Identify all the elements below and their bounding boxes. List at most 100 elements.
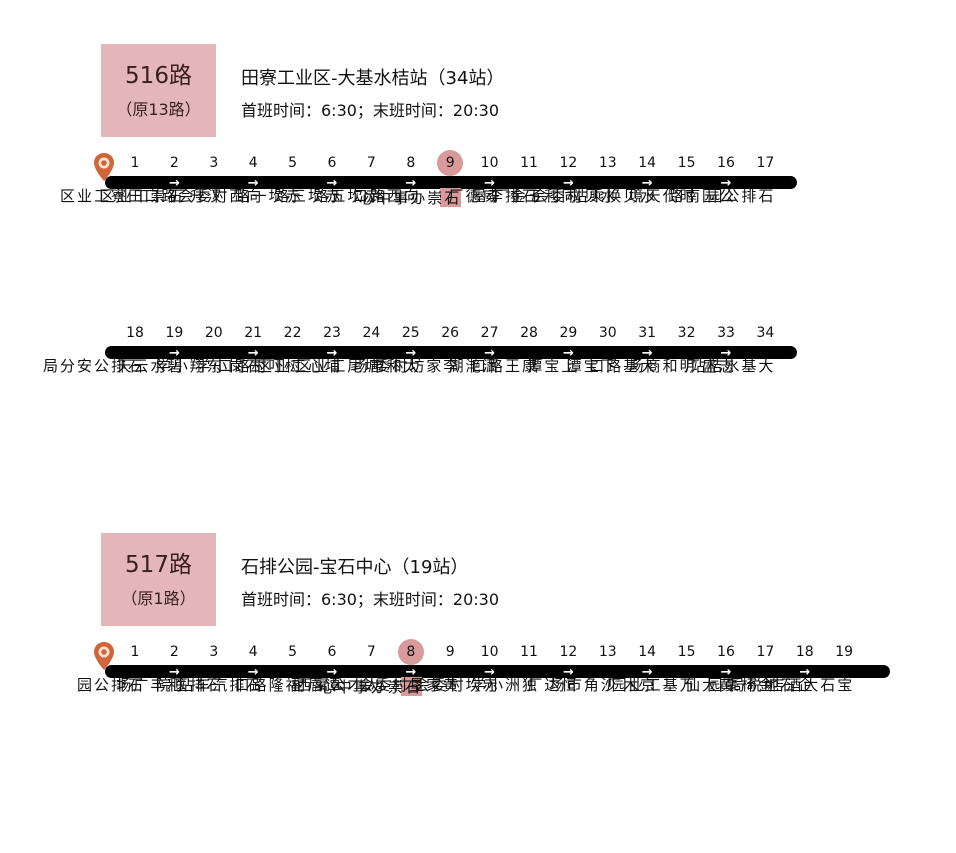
right-arrow-icon: → xyxy=(168,176,180,191)
route-title: 石排公园-宝石中心（19站） xyxy=(241,557,469,578)
right-arrow-icon: → xyxy=(326,665,338,680)
stop-number: 14 xyxy=(638,644,657,660)
stop-number: 33 xyxy=(717,325,735,341)
stop-name: 利丰广场 xyxy=(114,677,184,692)
stop-name: 潇滟湖 xyxy=(446,358,499,373)
stop-number: 19 xyxy=(165,325,184,341)
right-arrow-icon: → xyxy=(168,665,180,680)
route-schedule: 首班时间：6:30；末班时间：20:30 xyxy=(241,590,500,609)
stop-number: 18 xyxy=(795,644,814,660)
right-arrow-icon: → xyxy=(405,346,417,361)
stop-number: 13 xyxy=(598,155,617,171)
right-arrow-icon: → xyxy=(720,346,732,361)
route-516-row-1: 1田寮工业区2石崇工业区→3汉升厂4向西村委会路口→5赤坎一路6赤坎三路→7赤坎… xyxy=(0,150,956,314)
stop-number: 9 xyxy=(445,644,455,660)
stop-number: 11 xyxy=(520,155,538,171)
right-arrow-icon: → xyxy=(326,176,338,191)
stop-number: 16 xyxy=(717,644,735,660)
stop-name: 埔心工业区 xyxy=(255,358,341,373)
right-arrow-icon: → xyxy=(168,346,180,361)
stop-name: 明和商场 xyxy=(626,358,696,373)
route-original-number: （原13路） xyxy=(116,99,201,119)
route-number: 517路 xyxy=(125,551,192,578)
right-arrow-icon: → xyxy=(484,176,496,191)
location-pin-icon xyxy=(93,152,115,182)
right-arrow-icon: → xyxy=(562,665,574,680)
right-arrow-icon: → xyxy=(405,665,417,680)
route-original-number: （原1路） xyxy=(121,588,196,608)
stop-name: 石排医院 xyxy=(153,677,223,692)
stop-name: 公园南路 xyxy=(666,188,735,203)
right-arrow-icon: → xyxy=(405,176,417,191)
stop-name: 恒达厂 xyxy=(525,677,578,692)
stop-name: 向西路口 xyxy=(351,188,420,203)
stop-number: 15 xyxy=(677,155,696,171)
stop-name: 水贝换乘站 xyxy=(570,188,657,203)
stop-number: 24 xyxy=(362,325,381,341)
stop-name: 石崇办事中心 xyxy=(317,677,422,696)
stop-number: 2 xyxy=(169,644,179,660)
stop-name: 同利五金厂 xyxy=(491,188,578,203)
stop-name: 志盛厂 xyxy=(683,358,735,373)
stop-name: 石排公安分局 xyxy=(41,358,144,373)
stop-name: 康王路口 xyxy=(469,358,538,373)
stop-number: 21 xyxy=(244,325,263,341)
stop-name: 沙角市场 xyxy=(547,677,617,692)
right-arrow-icon: → xyxy=(720,665,732,680)
route-title: 田寮工业区-大基水桔站（34站） xyxy=(241,68,505,89)
right-arrow-icon: → xyxy=(484,665,496,680)
right-arrow-icon: → xyxy=(720,176,732,191)
stop-number: 32 xyxy=(677,325,696,341)
stop-number: 4 xyxy=(248,644,258,660)
stop-name: 树吓村路口 xyxy=(215,358,302,373)
stop-name: 下宝潭 xyxy=(564,358,617,373)
stop-name: 企石地税局 xyxy=(727,677,814,692)
right-arrow-icon: → xyxy=(641,176,653,191)
stop-name: 石排汽车站 xyxy=(176,677,263,692)
stop-number: 9 xyxy=(437,150,464,176)
stop-name: 大基水桔站 xyxy=(688,358,775,373)
route-line-bar xyxy=(105,176,797,189)
stop-number: 11 xyxy=(520,644,538,660)
stop-number: 31 xyxy=(638,325,657,341)
stop-name: 独洲小学 xyxy=(469,677,538,692)
stop-number: 8 xyxy=(397,639,424,665)
route-schedule: 首班时间：6:30；末班时间：20:30 xyxy=(241,101,500,120)
stop-number: 28 xyxy=(520,325,538,341)
stop-number: 3 xyxy=(209,155,219,171)
stop-name: 上宝潭 xyxy=(525,358,578,373)
right-arrow-icon: → xyxy=(641,665,653,680)
stop-name: 赤坎五路 xyxy=(311,188,380,203)
stop-number: 25 xyxy=(401,325,420,341)
stop-name: 水贝村委会 xyxy=(530,188,617,203)
right-arrow-icon: → xyxy=(641,346,653,361)
stop-name: 石岗小学 xyxy=(193,358,263,373)
stop-name: 石排公园 xyxy=(705,188,775,203)
stop-name: 赤坎村委会 xyxy=(412,677,499,692)
right-arrow-icon: → xyxy=(799,665,811,680)
stop-name: 金椅豪园 xyxy=(705,677,775,692)
stop-number: 2 xyxy=(169,155,179,171)
stop-number: 13 xyxy=(598,644,617,660)
right-arrow-icon: → xyxy=(562,176,574,191)
stop-number: 29 xyxy=(559,325,578,341)
right-arrow-icon: → xyxy=(484,346,496,361)
stop-number: 8 xyxy=(406,155,416,171)
right-arrow-icon: → xyxy=(247,665,259,680)
route-badge-516: 516路 （原13路） xyxy=(101,44,216,137)
stop-number: 6 xyxy=(327,155,337,171)
stop-number: 18 xyxy=(126,325,144,341)
stop-name: 大基路口 xyxy=(587,358,657,373)
right-arrow-icon: → xyxy=(247,346,259,361)
stop-number: 26 xyxy=(441,325,460,341)
stop-name: 万基工业园 xyxy=(609,677,696,692)
stop-number: 4 xyxy=(248,155,258,171)
route-line-bar xyxy=(105,665,890,678)
stop-name: 向西村委会路口 xyxy=(142,188,263,203)
right-arrow-icon: → xyxy=(326,346,338,361)
stop-number: 22 xyxy=(283,325,302,341)
stop-name: 石排李屋 xyxy=(469,188,538,203)
stop-name: 威德厂 xyxy=(446,188,499,203)
stop-number: 14 xyxy=(638,155,657,171)
stop-name: 福隆路口 xyxy=(232,677,302,692)
